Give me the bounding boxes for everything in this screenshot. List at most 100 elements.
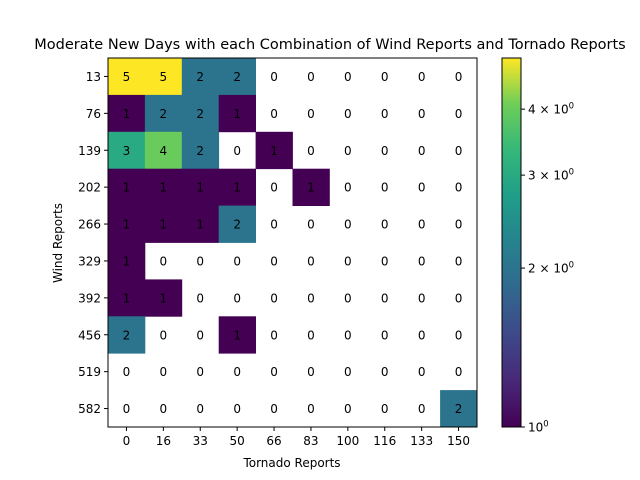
cell-value-label: 0 (418, 365, 426, 379)
cell-value-label: 0 (307, 218, 315, 232)
x-tick-label: 0 (123, 434, 131, 448)
cell-value-label: 0 (270, 254, 278, 268)
cell-value-label: 0 (344, 144, 352, 158)
cell-value-label: 0 (270, 181, 278, 195)
cell-value-label: 0 (455, 107, 463, 121)
cell-value-label: 0 (418, 70, 426, 84)
cell-value-label: 1 (123, 291, 131, 305)
cell-value-label: 0 (418, 291, 426, 305)
cell-value-label: 0 (270, 291, 278, 305)
cell-value-label: 0 (344, 107, 352, 121)
cell-value-label: 0 (455, 291, 463, 305)
cell-value-label: 0 (233, 254, 241, 268)
heatmap-cells (108, 58, 478, 428)
cell-value-label: 0 (455, 328, 463, 342)
cell-value-label: 0 (160, 254, 168, 268)
heatmap-cell (108, 205, 146, 243)
cell-value-label: 0 (455, 218, 463, 232)
cell-value-label: 0 (344, 291, 352, 305)
y-tick-label: 329 (78, 254, 101, 268)
cell-value-label: 0 (455, 181, 463, 195)
heatmap-cell (108, 279, 146, 317)
cell-value-label: 0 (381, 107, 389, 121)
cell-value-label: 0 (196, 254, 204, 268)
x-tick-label: 116 (373, 434, 396, 448)
cell-value-label: 0 (307, 144, 315, 158)
cell-value-label: 0 (123, 365, 131, 379)
y-axis-ticks: 13 76 139 202 266 329 392 456 519 582 (78, 70, 108, 416)
cell-value-label: 1 (233, 181, 241, 195)
cell-value-label: 0 (344, 181, 352, 195)
cell-value-label: 0 (270, 107, 278, 121)
cell-value-label: 0 (418, 254, 426, 268)
cell-value-label: 0 (381, 218, 389, 232)
colorbar-tick-label: 2 × 100 (528, 261, 574, 276)
heatmap-cell (218, 316, 256, 354)
y-tick-label: 519 (78, 365, 101, 379)
cell-value-label: 2 (196, 70, 204, 84)
cell-value-label: 1 (233, 328, 241, 342)
cell-value-label: 0 (233, 365, 241, 379)
cell-value-label: 2 (123, 328, 131, 342)
x-tick-label: 150 (447, 434, 470, 448)
heatmap-cell (108, 168, 146, 206)
cell-value-label: 0 (344, 328, 352, 342)
heatmap-cell (144, 168, 183, 206)
cell-value-label: 0 (196, 402, 204, 416)
heatmap-cell (181, 168, 220, 206)
cell-value-label: 2 (196, 107, 204, 121)
x-tick-label: 66 (266, 434, 281, 448)
cell-value-label: 1 (123, 107, 131, 121)
x-axis-ticks: 0 16 33 50 66 83 100 116 133 150 (123, 427, 470, 448)
heatmap-cell (144, 279, 183, 317)
cell-value-label: 1 (123, 181, 131, 195)
y-tick-label: 266 (78, 218, 101, 232)
heatmap-cell (144, 94, 183, 133)
cell-value-label: 0 (418, 402, 426, 416)
x-tick-label: 83 (303, 434, 318, 448)
cell-value-label: 2 (455, 402, 463, 416)
heatmap-cell (108, 58, 146, 96)
cell-value-label: 1 (233, 107, 241, 121)
cell-value-label: 1 (123, 254, 131, 268)
heatmap-cell (181, 131, 220, 170)
heatmap-cell (218, 94, 256, 133)
cell-value-label: 0 (307, 70, 315, 84)
heatmap-cell (181, 205, 220, 243)
colorbar-ticks: 100 2 × 100 3 × 100 4 × 100 (521, 102, 574, 435)
cell-value-label: 0 (344, 218, 352, 232)
y-tick-label: 582 (78, 402, 101, 416)
cell-value-label: 0 (381, 328, 389, 342)
x-tick-label: 100 (336, 434, 359, 448)
cell-value-label: 0 (381, 181, 389, 195)
cell-value-label: 1 (160, 218, 168, 232)
cell-value-label: 1 (196, 218, 204, 232)
heatmap-cell (181, 94, 220, 133)
cell-value-label: 0 (233, 291, 241, 305)
cell-value-label: 0 (270, 70, 278, 84)
colorbar (501, 57, 522, 428)
cell-value-label: 0 (418, 328, 426, 342)
y-tick-label: 139 (78, 144, 101, 158)
cell-value-label: 5 (123, 70, 131, 84)
heatmap-cell (218, 58, 256, 96)
cell-value-label: 5 (160, 70, 168, 84)
cell-value-label: 0 (123, 402, 131, 416)
cell-value-label: 0 (270, 365, 278, 379)
cell-value-label: 0 (381, 365, 389, 379)
cell-value-label: 4 (160, 144, 168, 158)
cell-value-label: 1 (270, 144, 278, 158)
cell-value-label: 0 (160, 365, 168, 379)
cell-value-label: 1 (196, 181, 204, 195)
cell-value-label: 0 (455, 70, 463, 84)
heatmap-cell (108, 242, 146, 280)
cell-value-label: 0 (196, 328, 204, 342)
heatmap-cell (181, 58, 220, 96)
cell-value-label: 1 (160, 291, 168, 305)
cell-value-label: 0 (233, 144, 241, 158)
cell-value-label: 0 (307, 365, 315, 379)
heatmap-cell (108, 316, 146, 354)
cell-value-label: 2 (160, 107, 168, 121)
cell-value-label: 0 (270, 218, 278, 232)
cell-value-label: 0 (418, 181, 426, 195)
